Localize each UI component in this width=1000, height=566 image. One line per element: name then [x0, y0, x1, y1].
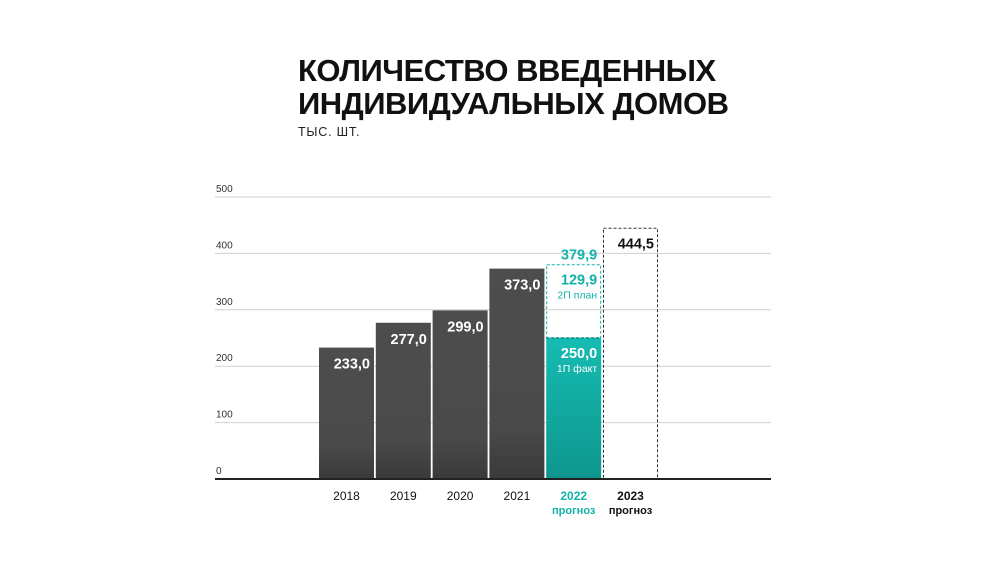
- segment-note-label: 1П факт: [557, 363, 597, 375]
- x-tick-label: 2023: [617, 489, 644, 503]
- chart-title-line-1: КОЛИЧЕСТВО ВВЕДЕННЫХ: [298, 53, 716, 88]
- bar-segment-fact: [546, 338, 602, 479]
- chart-title-line-2: ИНДИВИДУАЛЬНЫХ ДОМОВ: [298, 86, 729, 121]
- unit-label: ТЫС. ШТ.: [298, 125, 361, 139]
- segment-value-label: 129,9: [561, 273, 597, 289]
- bar: [375, 322, 431, 479]
- bar-value-label: 277,0: [391, 332, 427, 348]
- y-tick-label: 500: [216, 184, 233, 195]
- x-tick-sublabel: прогноз: [552, 505, 596, 517]
- bar-value-label: 444,5: [618, 236, 654, 252]
- y-tick-label: 100: [216, 410, 233, 421]
- x-tick-label: 2020: [447, 489, 474, 503]
- chart-title: КОЛИЧЕСТВО ВВЕДЕННЫХ ИНДИВИДУАЛЬНЫХ ДОМО…: [298, 53, 729, 121]
- bar-value-label: 373,0: [504, 278, 540, 294]
- bar: [489, 268, 545, 479]
- bar-value-label: 233,0: [334, 357, 370, 373]
- x-tick-label: 2022: [560, 489, 587, 503]
- bar: [319, 347, 374, 479]
- segment-note-label: 2П план: [557, 290, 597, 302]
- bar: [432, 310, 488, 479]
- x-tick-label: 2018: [333, 489, 360, 503]
- x-tick-label: 2021: [504, 489, 531, 503]
- y-tick-label: 400: [216, 240, 233, 251]
- y-tick-label: 200: [216, 353, 233, 364]
- bar-segment-plan: [546, 264, 602, 339]
- segment-value-label: 250,0: [561, 346, 597, 362]
- x-tick-sublabel: прогноз: [609, 505, 653, 517]
- bar-value-label: 299,0: [447, 319, 483, 335]
- bar-forecast: [603, 227, 658, 480]
- bar-total-label: 379,9: [561, 248, 597, 264]
- y-tick-label: 0: [216, 466, 222, 477]
- x-tick-label: 2019: [390, 489, 417, 503]
- y-tick-label: 300: [216, 297, 233, 308]
